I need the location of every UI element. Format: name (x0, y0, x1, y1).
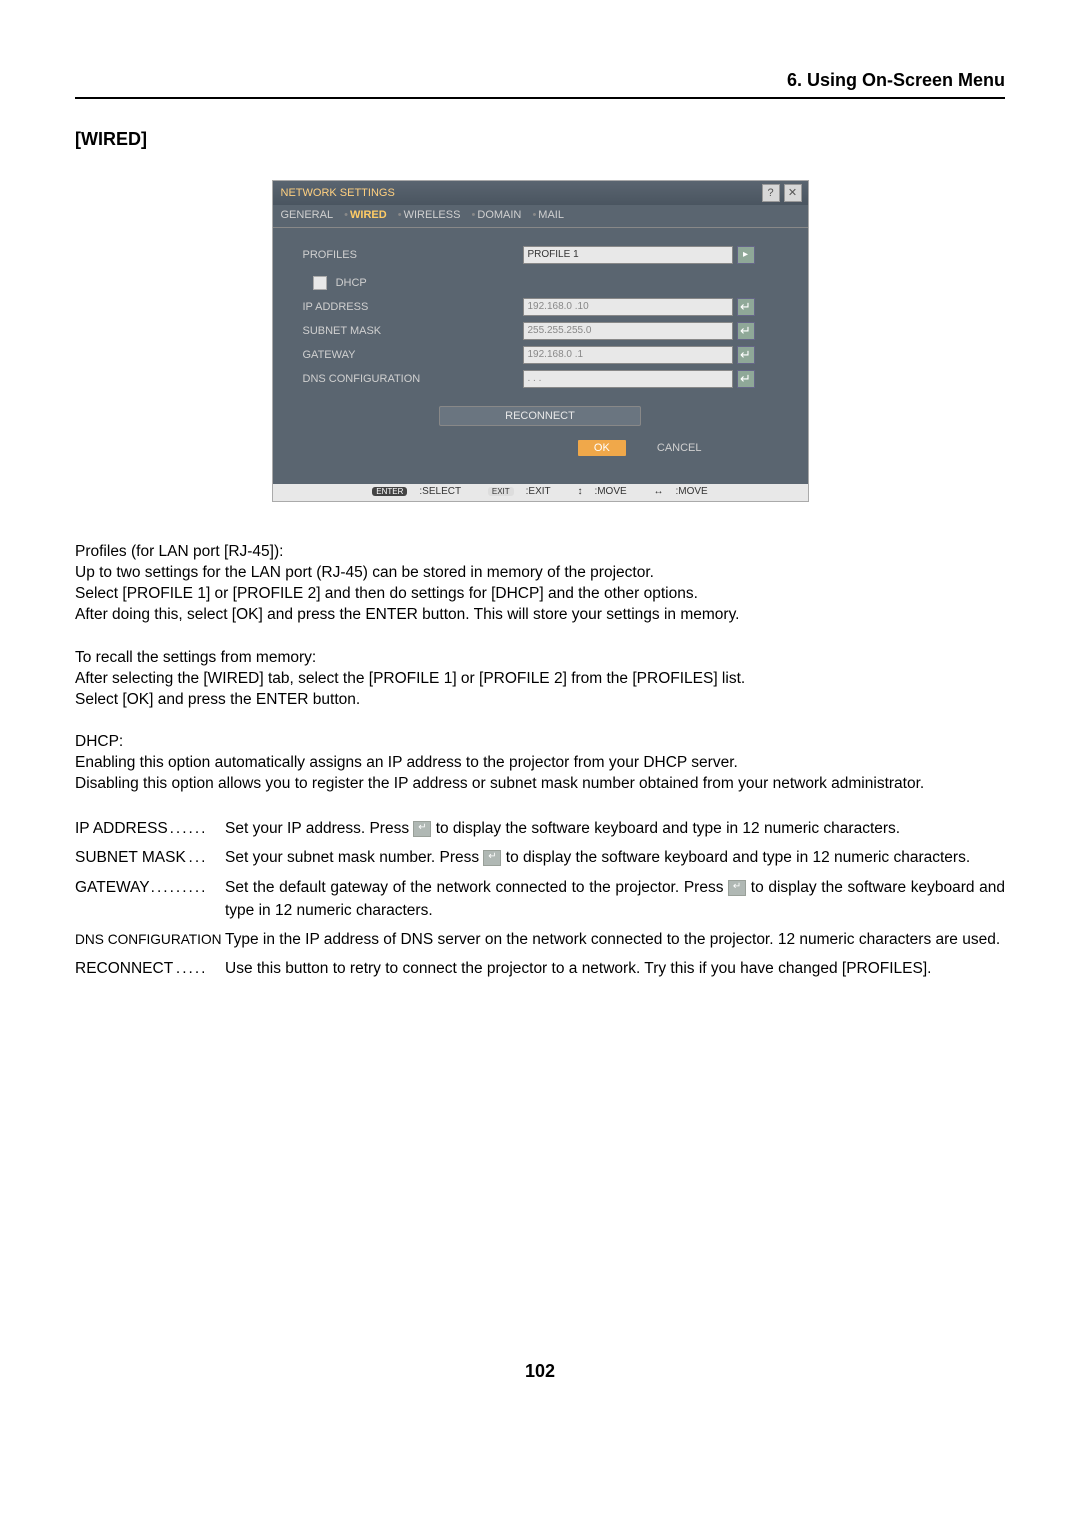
enter-icon[interactable]: ↵ (737, 346, 755, 364)
enter-tag: ENTER (372, 487, 407, 496)
move-h-icon: ↔ (653, 486, 663, 497)
def-desc: to display the software keyboard and typ… (431, 820, 900, 837)
menu-screenshot: NETWORK SETTINGS ? ✕ GENERAL •WIRED •WIR… (272, 180, 809, 502)
chapter-header: 6. Using On-Screen Menu (75, 70, 1005, 99)
menu-tabs: GENERAL •WIRED •WIRELESS •DOMAIN •MAIL (273, 205, 808, 228)
dns-label: DNS CONFIGURATION (303, 373, 523, 385)
paragraph-recall: To recall the settings from memory: Afte… (75, 648, 1005, 711)
text-line: Select [OK] and press the ENTER button. (75, 691, 360, 708)
def-term: SUBNET MASK (75, 849, 188, 866)
def-desc: Use this button to retry to connect the … (225, 957, 1005, 980)
exit-tag: EXIT (488, 487, 514, 496)
text-line: After doing this, select [OK] and press … (75, 606, 739, 623)
menu-title: NETWORK SETTINGS (281, 187, 395, 199)
def-desc: to display the software keyboard and typ… (501, 849, 970, 866)
ok-button[interactable]: OK (578, 440, 626, 456)
tab-domain[interactable]: DOMAIN (477, 209, 521, 221)
move-h-hint: :MOVE (675, 486, 707, 497)
definition-list: .....................IP ADDRESS Set your… (75, 817, 1005, 981)
def-desc: Set your IP address. Press (225, 820, 413, 837)
move-v-icon: ↕ (577, 486, 582, 497)
gateway-field[interactable]: 192.168.0 .1 (523, 346, 733, 364)
select-hint: :SELECT (419, 486, 461, 497)
def-term: RECONNECT (75, 960, 175, 977)
enter-icon[interactable]: ↵ (737, 370, 755, 388)
subnet-label: SUBNET MASK (303, 325, 523, 337)
text-line: After selecting the [WIRED] tab, select … (75, 670, 745, 687)
def-term: IP ADDRESS (75, 820, 170, 837)
section-title: [WIRED] (75, 129, 1005, 150)
text-line: Select [PROFILE 1] or [PROFILE 2] and th… (75, 585, 698, 602)
enter-icon[interactable]: ↵ (737, 322, 755, 340)
gateway-label: GATEWAY (303, 349, 523, 361)
exit-hint: :EXIT (526, 486, 551, 497)
text-line: Up to two settings for the LAN port (RJ-… (75, 564, 654, 581)
enter-icon: ↵ (728, 880, 746, 896)
text-line: Disabling this option allows you to regi… (75, 775, 924, 792)
subnet-field[interactable]: 255.255.255.0 (523, 322, 733, 340)
dns-field[interactable]: . . . (523, 370, 733, 388)
profiles-field[interactable]: PROFILE 1 (523, 246, 733, 264)
reconnect-button[interactable]: RECONNECT (439, 406, 641, 426)
move-v-hint: :MOVE (594, 486, 626, 497)
menu-footer-hints: ENTER :SELECT EXIT :EXIT ↕ :MOVE ↔ :MOVE (273, 484, 808, 501)
def-ip: .....................IP ADDRESS Set your… (75, 817, 1005, 840)
paragraph-dhcp: DHCP: Enabling this option automatically… (75, 732, 1005, 795)
menu-body: PROFILES PROFILE 1 ▸ DHCP IP ADDRESS 192… (273, 228, 808, 484)
cancel-button[interactable]: CANCEL (641, 440, 718, 456)
tab-general[interactable]: GENERAL (281, 209, 334, 221)
def-desc: Set the default gateway of the network c… (225, 879, 728, 896)
dhcp-label: DHCP (336, 277, 367, 289)
ip-label: IP ADDRESS (303, 301, 523, 313)
def-term: DNS CONFIGURATION (75, 932, 224, 947)
text-line: To recall the settings from memory: (75, 649, 316, 666)
ip-field[interactable]: 192.168.0 .10 (523, 298, 733, 316)
text-line: Profiles (for LAN port [RJ-45]): (75, 543, 283, 560)
tab-wired[interactable]: WIRED (350, 209, 387, 221)
paragraph-profiles: Profiles (for LAN port [RJ-45]): Up to t… (75, 542, 1005, 626)
tab-mail[interactable]: MAIL (538, 209, 564, 221)
def-reconnect: .....................RECONNECT Use this … (75, 957, 1005, 980)
enter-icon: ↵ (413, 821, 431, 837)
def-desc: Set your subnet mask number. Press (225, 849, 483, 866)
enter-icon: ↵ (483, 850, 501, 866)
def-gateway: .....................GATEWAY Set the def… (75, 876, 1005, 923)
page-number: 102 (75, 1361, 1005, 1382)
arrow-right-icon[interactable]: ▸ (737, 246, 755, 264)
close-icon[interactable]: ✕ (784, 184, 802, 202)
text-line: Enabling this option automatically assig… (75, 754, 738, 771)
dhcp-checkbox[interactable] (313, 276, 327, 290)
def-subnet: .....................SUBNET MASK Set you… (75, 846, 1005, 869)
enter-icon[interactable]: ↵ (737, 298, 755, 316)
profiles-label: PROFILES (303, 249, 523, 261)
def-desc: Type in the IP address of DNS server on … (225, 928, 1005, 951)
tab-wireless[interactable]: WIRELESS (404, 209, 461, 221)
def-term: GATEWAY (75, 879, 152, 896)
menu-titlebar: NETWORK SETTINGS ? ✕ (273, 181, 808, 205)
def-dns: .....................DNS CONFIGURATION T… (75, 928, 1005, 951)
help-icon[interactable]: ? (762, 184, 780, 202)
dhcp-row: DHCP (303, 276, 533, 290)
text-line: DHCP: (75, 733, 123, 750)
